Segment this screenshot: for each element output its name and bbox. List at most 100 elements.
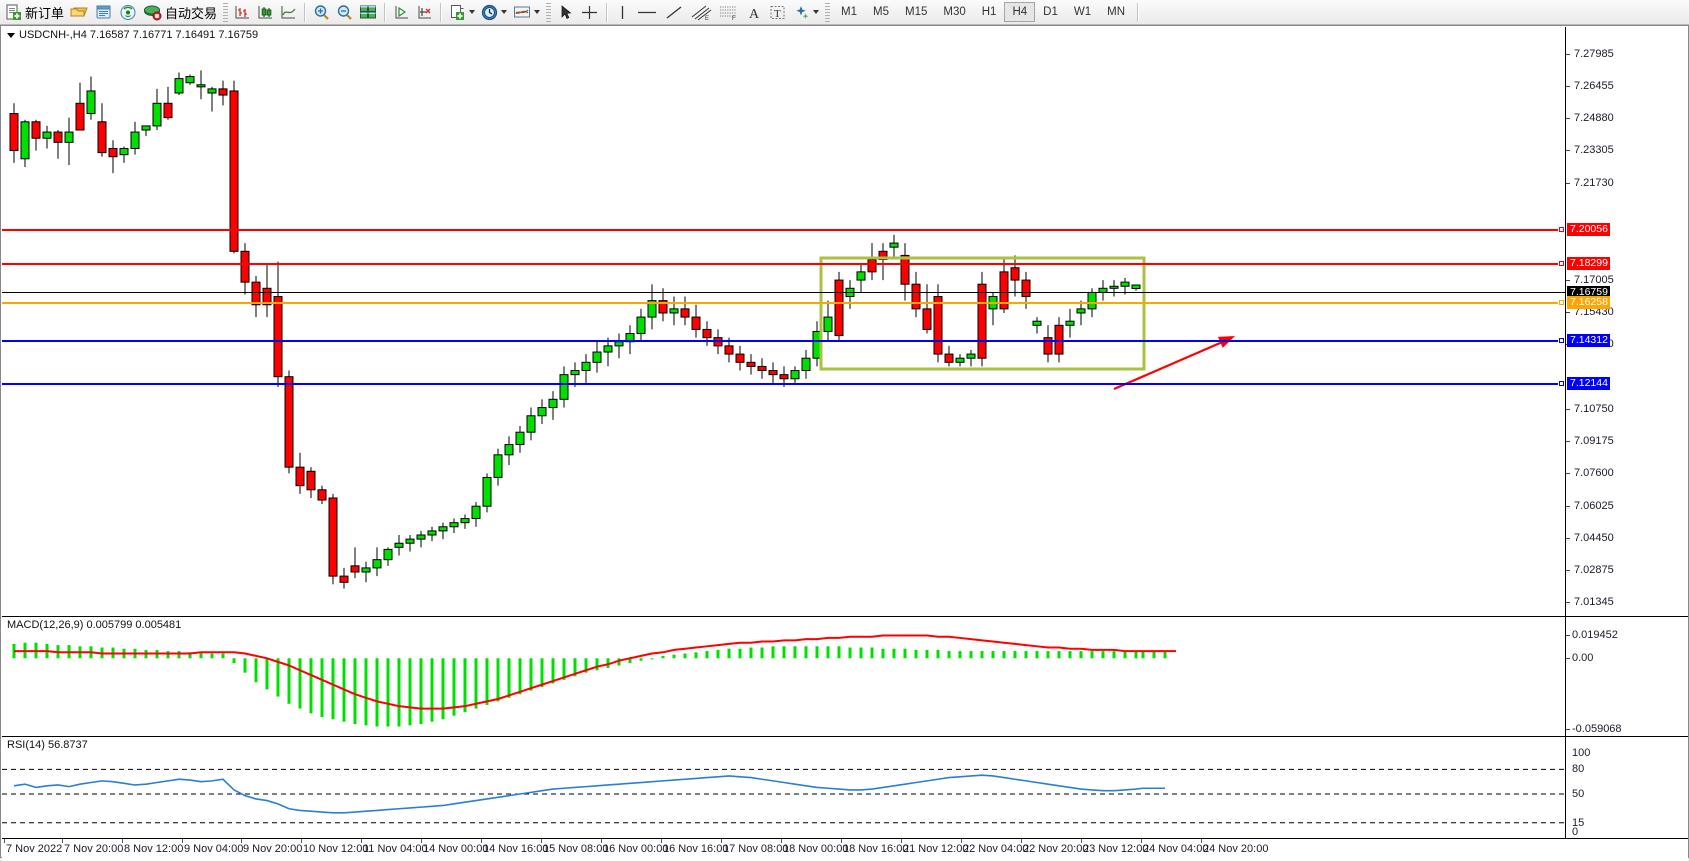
indicators-button[interactable] bbox=[446, 1, 478, 23]
folder-button[interactable] bbox=[67, 1, 92, 23]
price-tag-support-2[interactable]: 7.12144 bbox=[1567, 377, 1610, 390]
price-chart-svg[interactable] bbox=[2, 27, 1688, 616]
price-tag-resistance-2[interactable]: 7.18299 bbox=[1567, 257, 1610, 270]
macd-histogram-bar bbox=[661, 655, 665, 659]
macd-histogram-bar bbox=[925, 649, 929, 659]
macd-histogram-bar bbox=[474, 658, 478, 709]
objects-button[interactable] bbox=[789, 1, 822, 23]
price-tag-last-price[interactable]: 7.16759 bbox=[1567, 286, 1610, 299]
candle-body bbox=[42, 131, 52, 139]
timeframe-h4[interactable]: H4 bbox=[1004, 2, 1036, 22]
time-axis-label: 7 Nov 2022 bbox=[6, 843, 63, 855]
chart-window[interactable]: USDCNH-,H4 7.16587 7.16771 7.16491 7.167… bbox=[0, 25, 1689, 861]
macd-chart-svg[interactable] bbox=[2, 617, 1688, 736]
price-axis-label: 7.17005 bbox=[1574, 273, 1614, 286]
timeframe-d1[interactable]: D1 bbox=[1043, 6, 1058, 18]
price-axis-label: 7.01345 bbox=[1574, 595, 1614, 608]
macd-histogram-bar bbox=[1163, 651, 1167, 659]
price-line-anchor[interactable] bbox=[1558, 226, 1565, 233]
crosshair-button[interactable] bbox=[577, 1, 602, 23]
bar-chart-button[interactable] bbox=[231, 1, 254, 23]
rsi-axis-label: 50 bbox=[1572, 788, 1585, 800]
signal-button[interactable] bbox=[116, 1, 140, 23]
price-line-resistance-2[interactable] bbox=[2, 263, 1566, 265]
toolbar-grip-3[interactable] bbox=[825, 2, 831, 22]
time-axis-label: 24 Nov 20:00 bbox=[1203, 843, 1269, 855]
macd-histogram-bar bbox=[760, 647, 764, 659]
symbol-dropdown-icon[interactable] bbox=[7, 32, 15, 38]
new-order-button[interactable]: 新订单 bbox=[2, 1, 67, 23]
price-line-last-price[interactable] bbox=[2, 292, 1566, 293]
timeframe-w1[interactable]: W1 bbox=[1073, 6, 1092, 18]
timeframe-h1[interactable]: H1 bbox=[981, 6, 997, 18]
rsi-pane[interactable]: RSI(14) 56.8737 100 80 50 15 0 bbox=[2, 736, 1688, 838]
expert-advisors-button[interactable] bbox=[390, 1, 413, 23]
indicators-chevron-down-icon[interactable] bbox=[469, 10, 476, 14]
consolidation-rectangle[interactable] bbox=[819, 256, 1146, 371]
auto-trading-button[interactable]: 自动交易 bbox=[140, 1, 220, 23]
text-label-button[interactable]: A bbox=[743, 1, 766, 23]
tile-windows-button[interactable] bbox=[356, 1, 380, 23]
text-box-button[interactable]: T bbox=[766, 1, 789, 23]
strategy-tester-button[interactable] bbox=[413, 1, 436, 23]
auto-trading-icon bbox=[143, 4, 162, 21]
templates-icon bbox=[513, 4, 531, 21]
price-line-resistance-1[interactable] bbox=[2, 229, 1566, 231]
price-tag-support-1[interactable]: 7.14312 bbox=[1567, 334, 1610, 347]
toolbar-grip-1[interactable] bbox=[223, 2, 229, 22]
trendline-button[interactable] bbox=[661, 1, 687, 23]
period-button[interactable] bbox=[478, 1, 510, 23]
price-tag-resistance-1[interactable]: 7.20056 bbox=[1567, 223, 1610, 236]
price-line-anchor[interactable] bbox=[1558, 260, 1565, 267]
price-line-support-2[interactable] bbox=[2, 383, 1566, 385]
candle-body bbox=[856, 271, 866, 281]
price-tag-order-level[interactable]: 7.16258 bbox=[1567, 296, 1610, 309]
macd-signal-line bbox=[14, 634, 1176, 710]
equidistant-channel-button[interactable]: E bbox=[687, 1, 715, 23]
time-axis-tick bbox=[481, 839, 482, 843]
candlestick-chart-button[interactable] bbox=[254, 1, 277, 23]
objects-chevron-down-icon[interactable] bbox=[813, 10, 820, 14]
data-window-button[interactable] bbox=[92, 1, 116, 23]
templates-chevron-down-icon[interactable] bbox=[534, 10, 541, 14]
toolbar-divider-4 bbox=[606, 2, 609, 22]
zoom-out-icon bbox=[336, 4, 353, 21]
rsi-label: RSI(14) 56.8737 bbox=[7, 739, 88, 751]
macd-histogram-bar bbox=[1068, 651, 1072, 659]
price-line-order-level[interactable] bbox=[2, 302, 1566, 304]
line-chart-button[interactable] bbox=[277, 1, 300, 23]
macd-histogram-bar bbox=[452, 658, 456, 716]
time-axis[interactable]: 7 Nov 2022 7 Nov 20:00 8 Nov 12:00 9 Nov 04… bbox=[2, 838, 1688, 861]
timeframe-m1[interactable]: M1 bbox=[841, 6, 858, 18]
macd-pane[interactable]: MACD(12,26,9) 0.005799 0.005481 0.019452… bbox=[2, 616, 1688, 736]
price-axis-tick bbox=[1566, 54, 1570, 56]
svg-text:A: A bbox=[749, 7, 760, 21]
timeframe-m5[interactable]: M5 bbox=[873, 6, 889, 18]
price-line-anchor[interactable] bbox=[1558, 337, 1565, 344]
period-chevron-down-icon[interactable] bbox=[501, 10, 508, 14]
cursor-button[interactable] bbox=[554, 1, 577, 23]
candle-body bbox=[185, 76, 195, 84]
rsi-chart-svg[interactable] bbox=[2, 737, 1688, 838]
toolbar-grip-2[interactable] bbox=[546, 2, 552, 22]
timeframe-m30[interactable]: M30 bbox=[943, 6, 966, 18]
vertical-line-button[interactable] bbox=[612, 1, 633, 23]
timeframe-mn[interactable]: MN bbox=[1107, 6, 1125, 18]
chart-workspace[interactable]: USDCNH-,H4 7.16587 7.16771 7.16491 7.167… bbox=[0, 25, 1689, 861]
horizontal-line-button[interactable] bbox=[633, 1, 661, 23]
bullish-trend-arrow[interactable] bbox=[1113, 336, 1235, 391]
macd-histogram-bar bbox=[727, 648, 731, 659]
timeframe-m15[interactable]: M15 bbox=[905, 6, 928, 18]
price-line-anchor[interactable] bbox=[1558, 380, 1565, 387]
fibonacci-button[interactable]: F bbox=[715, 1, 743, 23]
zoom-out-button[interactable] bbox=[333, 1, 356, 23]
templates-button[interactable] bbox=[510, 1, 543, 23]
price-pane[interactable]: USDCNH-,H4 7.16587 7.16771 7.16491 7.167… bbox=[2, 27, 1688, 616]
new-order-label: 新订单 bbox=[25, 6, 65, 22]
symbol-ohlc-text: USDCNH-,H4 7.16587 7.16771 7.16491 7.167… bbox=[19, 29, 259, 41]
zoom-in-button[interactable] bbox=[310, 1, 333, 23]
macd-histogram-bar bbox=[1046, 651, 1050, 659]
macd-histogram-bar bbox=[540, 658, 544, 688]
price-line-support-1[interactable] bbox=[2, 340, 1566, 342]
price-line-anchor[interactable] bbox=[1558, 299, 1565, 306]
